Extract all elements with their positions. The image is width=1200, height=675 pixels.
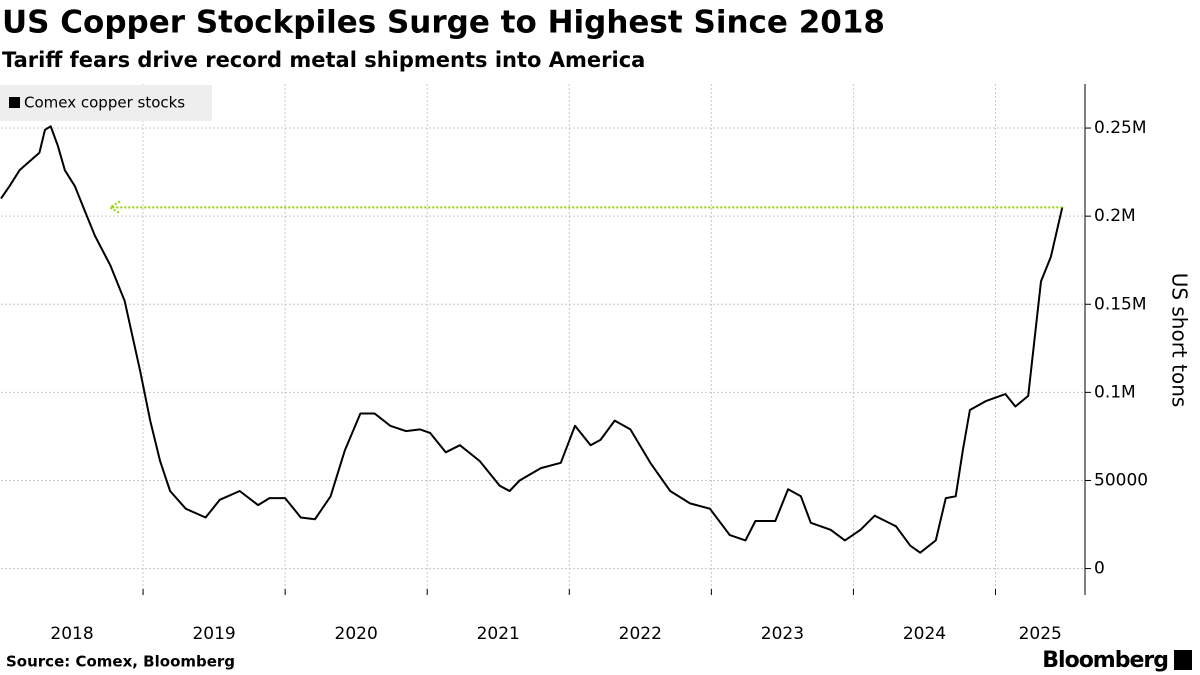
y-tick-label: 0.1M: [1094, 382, 1136, 402]
legend-box: [0, 85, 212, 121]
brand-logo: Bloomberg: [1042, 648, 1168, 673]
annotation-arrowhead: [108, 200, 121, 215]
y-tick-label: 0.15M: [1094, 294, 1147, 314]
y-tick-label: 0.2M: [1094, 206, 1136, 226]
legend: Comex copper stocks: [0, 85, 212, 121]
x-tick-label: 2020: [335, 624, 378, 644]
y-tick-label: 0.25M: [1094, 118, 1147, 138]
x-tick-label: 2019: [192, 624, 235, 644]
legend-label: Comex copper stocks: [24, 94, 185, 112]
legend-swatch: [9, 97, 20, 108]
brand-icon: [1174, 650, 1192, 670]
x-tick-label: 2024: [903, 624, 946, 644]
y-tick-label: 50000: [1094, 470, 1148, 490]
x-tick-label: 2018: [50, 624, 93, 644]
y-axis-label: US short tons: [1168, 273, 1192, 408]
x-tick-label: 2022: [619, 624, 662, 644]
x-tick-label: 2023: [761, 624, 804, 644]
chart-subtitle: Tariff fears drive record metal shipment…: [2, 48, 645, 72]
y-tick-label: 0: [1094, 559, 1105, 579]
x-tick-label: 2021: [477, 624, 520, 644]
data-line: [0, 125, 1064, 554]
x-tick-label: 2025: [1019, 624, 1062, 644]
chart-title: US Copper Stockpiles Surge to Highest Si…: [2, 5, 885, 41]
source-note: Source: Comex, Bloomberg: [6, 653, 235, 671]
